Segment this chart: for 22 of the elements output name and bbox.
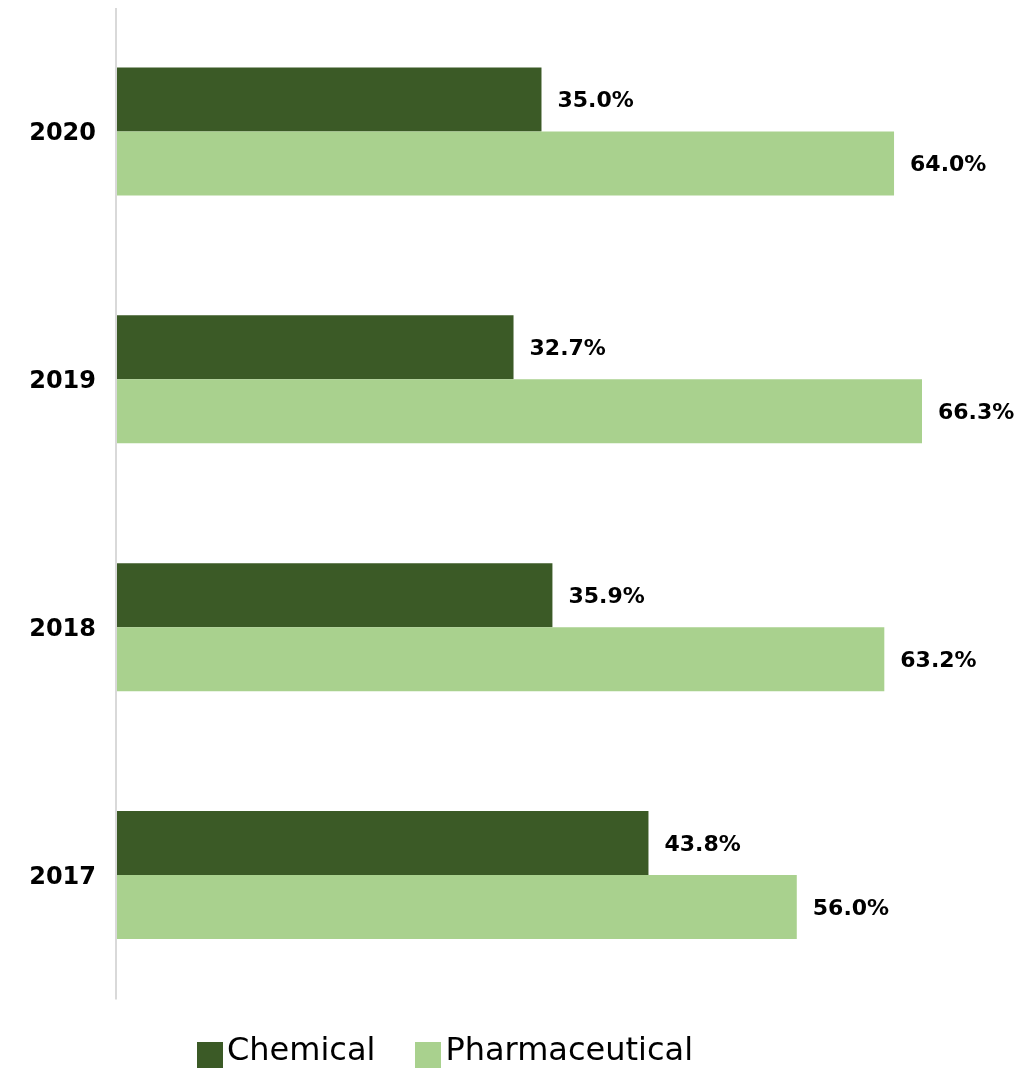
bar xyxy=(116,131,895,196)
data-label: 63.2% xyxy=(900,647,977,673)
y-tick-label: 2018 xyxy=(29,614,96,643)
bar xyxy=(116,627,885,692)
y-tick-label: 2020 xyxy=(29,118,96,147)
data-label: 35.9% xyxy=(568,583,645,609)
bar xyxy=(116,379,922,444)
legend-label: Pharmaceutical xyxy=(445,1029,694,1068)
data-label: 64.0% xyxy=(910,151,987,177)
data-label: 56.0% xyxy=(812,894,890,920)
bar xyxy=(116,315,514,380)
bar xyxy=(116,875,797,940)
bar xyxy=(116,67,542,132)
bar xyxy=(116,563,553,628)
y-tick-label: 2019 xyxy=(29,366,96,395)
legend-label: Chemical xyxy=(226,1029,376,1068)
data-label: 35.0% xyxy=(557,87,634,113)
bar xyxy=(116,811,649,876)
data-label: 43.8% xyxy=(664,830,741,856)
y-tick-label: 2017 xyxy=(29,862,96,891)
data-label: 66.3% xyxy=(938,399,1015,425)
data-label: 32.7% xyxy=(529,335,606,361)
